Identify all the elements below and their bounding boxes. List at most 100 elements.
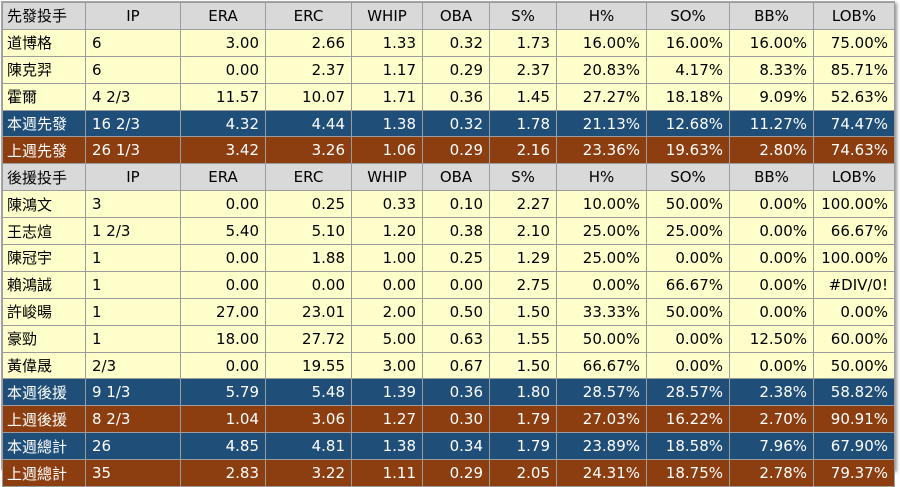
cell-era[interactable]: 0.00 <box>180 190 266 219</box>
cell-s-pct[interactable]: 1.78 <box>489 109 557 138</box>
cell-oba[interactable]: 0.29 <box>422 136 490 165</box>
cell-oba[interactable]: 0.34 <box>422 432 490 461</box>
cell-bb-pct[interactable]: 7.96% <box>729 432 814 461</box>
cell-lob-pct[interactable]: 58.82% <box>813 378 895 407</box>
header-bb-pct[interactable]: BB% <box>729 163 814 192</box>
header-oba[interactable]: OBA <box>422 2 490 30</box>
cell-h-pct[interactable]: 28.57% <box>556 378 647 407</box>
cell-lob-pct[interactable]: 74.47% <box>813 109 895 138</box>
cell-lob-pct[interactable]: 74.63% <box>813 136 895 165</box>
cell-pitcher[interactable]: 許峻暘 <box>2 297 86 326</box>
cell-s-pct[interactable]: 2.37 <box>489 55 557 84</box>
cell-ip[interactable]: 1 <box>85 270 181 299</box>
cell-s-pct[interactable]: 1.29 <box>489 244 557 272</box>
cell-lob-pct[interactable]: 50.00% <box>813 351 895 380</box>
cell-lob-pct[interactable]: 79.37% <box>813 459 895 487</box>
cell-pitcher[interactable]: 本週總計 <box>2 432 86 461</box>
cell-erc[interactable]: 3.26 <box>265 136 352 165</box>
header-era[interactable]: ERA <box>180 2 266 30</box>
cell-oba[interactable]: 0.29 <box>422 459 490 487</box>
cell-whip[interactable]: 1.38 <box>351 432 423 461</box>
cell-lob-pct[interactable]: 67.90% <box>813 432 895 461</box>
cell-s-pct[interactable]: 1.79 <box>489 405 557 434</box>
header-ip[interactable]: IP <box>85 2 181 30</box>
cell-so-pct[interactable]: 25.00% <box>646 217 730 246</box>
cell-pitcher[interactable]: 霍爾 <box>2 82 86 111</box>
cell-lob-pct[interactable]: 66.67% <box>813 217 895 246</box>
cell-h-pct[interactable]: 50.00% <box>556 324 647 353</box>
cell-bb-pct[interactable]: 0.00% <box>729 297 814 326</box>
cell-era[interactable]: 0.00 <box>180 351 266 380</box>
cell-lob-pct[interactable]: 90.91% <box>813 405 895 434</box>
cell-erc[interactable]: 0.00 <box>265 270 352 299</box>
cell-ip[interactable]: 3 <box>85 190 181 219</box>
cell-whip[interactable]: 1.71 <box>351 82 423 111</box>
cell-era[interactable]: 0.00 <box>180 244 266 272</box>
cell-lob-pct[interactable]: 52.63% <box>813 82 895 111</box>
cell-ip[interactable]: 2/3 <box>85 351 181 380</box>
cell-pitcher[interactable]: 陳克羿 <box>2 55 86 84</box>
cell-h-pct[interactable]: 27.27% <box>556 82 647 111</box>
cell-ip[interactable]: 8 2/3 <box>85 405 181 434</box>
cell-s-pct[interactable]: 2.05 <box>489 459 557 487</box>
header-s-pct[interactable]: S% <box>489 163 557 192</box>
cell-s-pct[interactable]: 2.10 <box>489 217 557 246</box>
cell-oba[interactable]: 0.50 <box>422 297 490 326</box>
cell-oba[interactable]: 0.29 <box>422 55 490 84</box>
cell-erc[interactable]: 2.66 <box>265 28 352 57</box>
cell-pitcher[interactable]: 上週先發 <box>2 136 86 165</box>
cell-ip[interactable]: 6 <box>85 55 181 84</box>
cell-bb-pct[interactable]: 0.00% <box>729 244 814 272</box>
cell-bb-pct[interactable]: 2.70% <box>729 405 814 434</box>
cell-ip[interactable]: 1 <box>85 324 181 353</box>
cell-whip[interactable]: 1.39 <box>351 378 423 407</box>
cell-h-pct[interactable]: 23.36% <box>556 136 647 165</box>
cell-erc[interactable]: 27.72 <box>265 324 352 353</box>
cell-s-pct[interactable]: 1.45 <box>489 82 557 111</box>
cell-bb-pct[interactable]: 9.09% <box>729 82 814 111</box>
cell-erc[interactable]: 0.25 <box>265 190 352 219</box>
cell-h-pct[interactable]: 25.00% <box>556 244 647 272</box>
header-lob-pct[interactable]: LOB% <box>813 163 895 192</box>
header-h-pct[interactable]: H% <box>556 2 647 30</box>
cell-whip[interactable]: 1.27 <box>351 405 423 434</box>
cell-ip[interactable]: 26 1/3 <box>85 136 181 165</box>
cell-era[interactable]: 4.85 <box>180 432 266 461</box>
cell-bb-pct[interactable]: 0.00% <box>729 190 814 219</box>
cell-whip[interactable]: 5.00 <box>351 324 423 353</box>
cell-ip[interactable]: 1 <box>85 297 181 326</box>
cell-pitcher[interactable]: 王志煊 <box>2 217 86 246</box>
cell-s-pct[interactable]: 1.79 <box>489 432 557 461</box>
cell-lob-pct[interactable]: 60.00% <box>813 324 895 353</box>
header-pitcher[interactable]: 先發投手 <box>2 2 86 30</box>
cell-whip[interactable]: 0.00 <box>351 270 423 299</box>
cell-so-pct[interactable]: 0.00% <box>646 244 730 272</box>
cell-era[interactable]: 3.00 <box>180 28 266 57</box>
header-h-pct[interactable]: H% <box>556 163 647 192</box>
cell-era[interactable]: 11.57 <box>180 82 266 111</box>
cell-pitcher[interactable]: 黃偉晟 <box>2 351 86 380</box>
cell-lob-pct[interactable]: 75.00% <box>813 28 895 57</box>
cell-era[interactable]: 1.04 <box>180 405 266 434</box>
cell-pitcher[interactable]: 上週總計 <box>2 459 86 487</box>
cell-whip[interactable]: 1.20 <box>351 217 423 246</box>
cell-whip[interactable]: 1.00 <box>351 244 423 272</box>
cell-oba[interactable]: 0.00 <box>422 270 490 299</box>
cell-whip[interactable]: 1.38 <box>351 109 423 138</box>
cell-whip[interactable]: 3.00 <box>351 351 423 380</box>
cell-era[interactable]: 0.00 <box>180 270 266 299</box>
cell-h-pct[interactable]: 25.00% <box>556 217 647 246</box>
cell-pitcher[interactable]: 賴鴻誠 <box>2 270 86 299</box>
cell-s-pct[interactable]: 1.55 <box>489 324 557 353</box>
cell-ip[interactable]: 6 <box>85 28 181 57</box>
header-whip[interactable]: WHIP <box>351 163 423 192</box>
cell-oba[interactable]: 0.67 <box>422 351 490 380</box>
cell-era[interactable]: 0.00 <box>180 55 266 84</box>
cell-pitcher[interactable]: 豪勁 <box>2 324 86 353</box>
cell-lob-pct[interactable]: 100.00% <box>813 244 895 272</box>
cell-h-pct[interactable]: 20.83% <box>556 55 647 84</box>
cell-erc[interactable]: 5.10 <box>265 217 352 246</box>
cell-h-pct[interactable]: 0.00% <box>556 270 647 299</box>
cell-h-pct[interactable]: 23.89% <box>556 432 647 461</box>
cell-bb-pct[interactable]: 8.33% <box>729 55 814 84</box>
